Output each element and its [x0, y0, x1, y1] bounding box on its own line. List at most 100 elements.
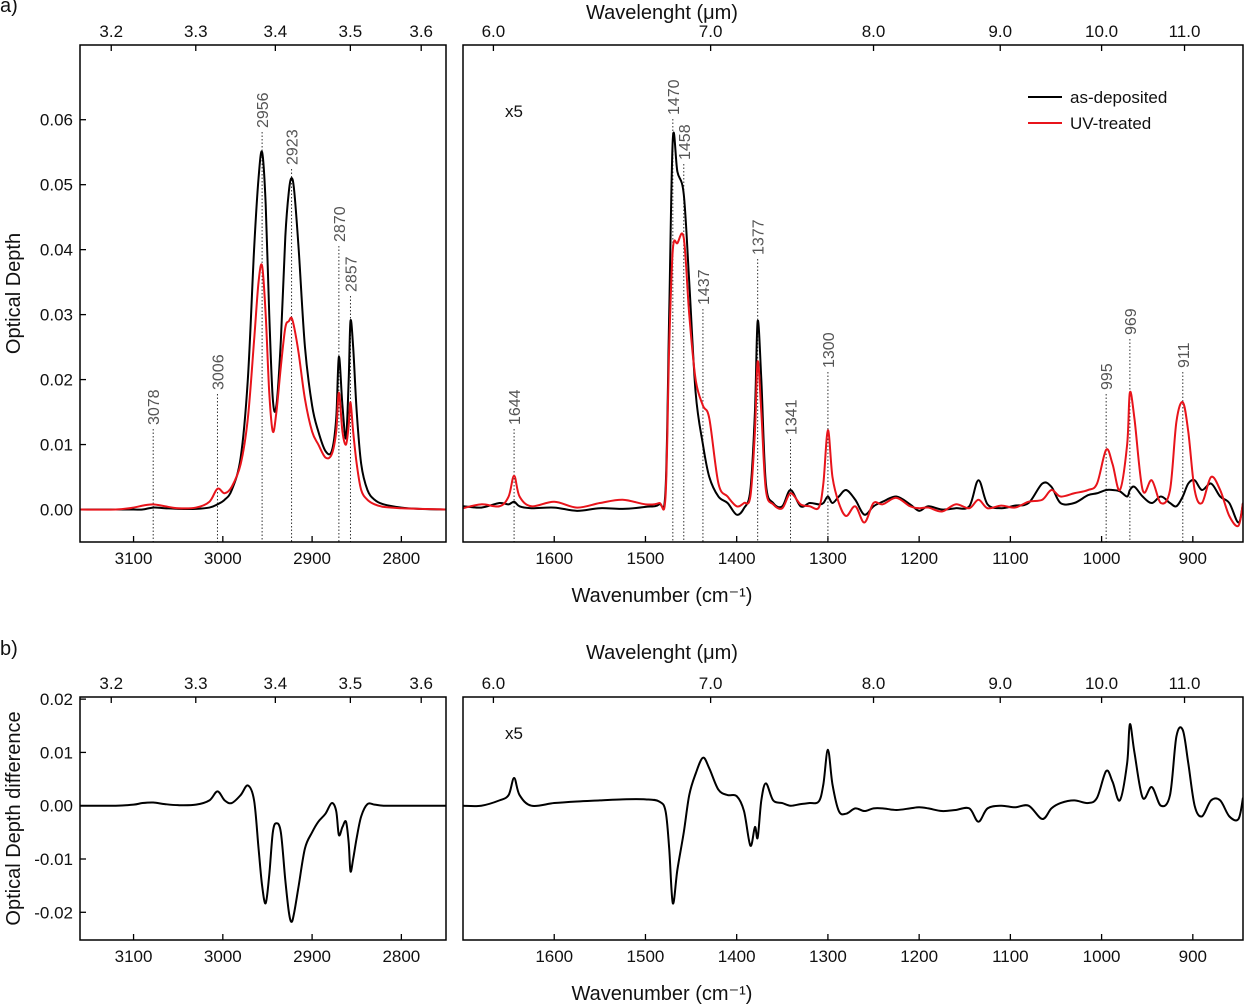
x2-tick-label: 6.0 — [482, 674, 506, 693]
y-tick-label: 0.06 — [40, 111, 73, 130]
peak-label: 995 — [1099, 363, 1116, 390]
x2-tick-label: 3.4 — [264, 22, 288, 41]
peak-label: 1470 — [666, 79, 683, 115]
peak-label: 1377 — [751, 219, 768, 255]
legend-label: as-deposited — [1070, 88, 1167, 107]
y-tick-label: 0.00 — [40, 797, 73, 816]
series-group — [463, 131, 1243, 528]
x2-tick-label: 3.5 — [339, 674, 363, 693]
series-group — [80, 784, 446, 923]
x-tick-label: 2900 — [293, 947, 331, 966]
x2-tick-label: 3.2 — [99, 22, 123, 41]
panel-label: a) — [0, 0, 18, 17]
x2-tick-label: 9.0 — [988, 674, 1012, 693]
data-line — [80, 263, 446, 511]
x-tick-label: 1200 — [900, 947, 938, 966]
x-tick-label: 1000 — [1083, 549, 1121, 568]
x2-tick-label: 3.4 — [264, 674, 288, 693]
y-tick-label: -0.01 — [34, 850, 73, 869]
plot-frame — [79, 44, 447, 543]
x-tick-label: 1200 — [900, 549, 938, 568]
peak-label: 3078 — [146, 389, 163, 425]
panel: 1600 1500 1400 1300 1200 1100 1000 900 6.0 7.0 8.0… — [462, 2, 1244, 607]
panel: -0.02 -0.01 0.00 0.01 0.02 3100 3000 2900 2800 3.… — [0, 638, 447, 966]
x2-tick-label: 8.0 — [862, 22, 886, 41]
peak-label: 2956 — [255, 92, 272, 128]
x-tick-label: 1300 — [809, 947, 847, 966]
x2-tick-label: 3.6 — [409, 674, 433, 693]
annotation: x5 — [505, 724, 523, 743]
x-tick-label: 1400 — [718, 549, 756, 568]
x2-tick-label: 7.0 — [699, 22, 723, 41]
x-tick-label: 2800 — [382, 549, 420, 568]
x2-tick-label: 3.6 — [409, 22, 433, 41]
peak-label: 1341 — [784, 399, 801, 435]
y-tick-label: 0.05 — [40, 176, 73, 195]
peak-label: 1437 — [696, 269, 713, 305]
x2-tick-label: 11.0 — [1169, 22, 1201, 41]
data-line — [463, 232, 1243, 528]
x-tick-label: 2900 — [293, 549, 331, 568]
x2-tick-label: 10.0 — [1085, 674, 1118, 693]
x-tick-label: 1400 — [718, 947, 756, 966]
data-line — [463, 723, 1243, 905]
x2-tick-label: 7.0 — [699, 674, 723, 693]
y-tick-label: 0.02 — [40, 690, 73, 709]
y-tick-label: 0.01 — [40, 436, 73, 455]
x-axis-label: Wavenumber (cm⁻¹) — [572, 585, 753, 607]
peak-label: 2870 — [332, 206, 349, 242]
x-tick-label: 3000 — [204, 549, 242, 568]
x2-tick-label: 9.0 — [988, 22, 1012, 41]
x2-tick-label: 3.3 — [184, 22, 208, 41]
x2-axis-label: Wavelenght (μm) — [586, 2, 738, 24]
x-tick-label: 3000 — [204, 947, 242, 966]
panel: 1600 1500 1400 1300 1200 1100 1000 900 6.0 7.0 8.0… — [462, 642, 1244, 1005]
series-group — [80, 150, 446, 511]
y-tick-label: 0.03 — [40, 306, 73, 325]
plot-frame — [79, 696, 447, 941]
x2-tick-label: 11.0 — [1169, 674, 1201, 693]
x-tick-label: 1500 — [627, 947, 665, 966]
x-tick-label: 1600 — [535, 549, 573, 568]
data-line — [80, 784, 446, 923]
legend-label: UV-treated — [1070, 114, 1151, 133]
annotation: x5 — [505, 102, 523, 121]
x-tick-label: 1500 — [627, 549, 665, 568]
panel: 0.00 0.01 0.02 0.03 0.04 0.05 0.06 3100 3000 2900… — [0, 0, 447, 568]
x-tick-label: 1100 — [992, 947, 1029, 966]
y-tick-label: -0.02 — [34, 903, 73, 922]
y-tick-label: 0.02 — [40, 371, 73, 390]
x-tick-label: 900 — [1179, 549, 1207, 568]
series-group — [463, 723, 1243, 905]
x2-axis-label: Wavelenght (μm) — [586, 642, 738, 664]
peak-label: 1458 — [677, 124, 694, 160]
x-tick-label: 1100 — [992, 549, 1029, 568]
peak-label: 911 — [1176, 342, 1193, 368]
peak-label: 969 — [1123, 308, 1140, 335]
x2-tick-label: 3.5 — [339, 22, 363, 41]
y-tick-label: 0.04 — [40, 241, 73, 260]
y-axis-label: Optical Depth — [3, 233, 25, 354]
data-line — [80, 150, 446, 511]
peak-label: 1644 — [507, 389, 524, 425]
x2-tick-label: 8.0 — [862, 674, 886, 693]
x-tick-label: 1000 — [1083, 947, 1121, 966]
peak-label: 2857 — [343, 256, 360, 292]
x-axis-label: Wavenumber (cm⁻¹) — [572, 983, 753, 1005]
plot-frame — [462, 696, 1244, 941]
x-tick-label: 3100 — [115, 549, 153, 568]
x2-tick-label: 3.3 — [184, 674, 208, 693]
x-tick-label: 1600 — [535, 947, 573, 966]
panel-label: b) — [0, 638, 18, 660]
x-tick-label: 2800 — [382, 947, 420, 966]
x-tick-label: 3100 — [115, 947, 153, 966]
x2-tick-label: 3.2 — [99, 674, 123, 693]
plot-frame — [462, 44, 1244, 543]
peak-label: 2923 — [285, 129, 302, 165]
x2-tick-label: 10.0 — [1085, 22, 1118, 41]
x2-tick-label: 6.0 — [482, 22, 506, 41]
y-tick-label: 0.00 — [40, 501, 73, 520]
y-tick-label: 0.01 — [40, 743, 73, 762]
x-tick-label: 900 — [1179, 947, 1207, 966]
